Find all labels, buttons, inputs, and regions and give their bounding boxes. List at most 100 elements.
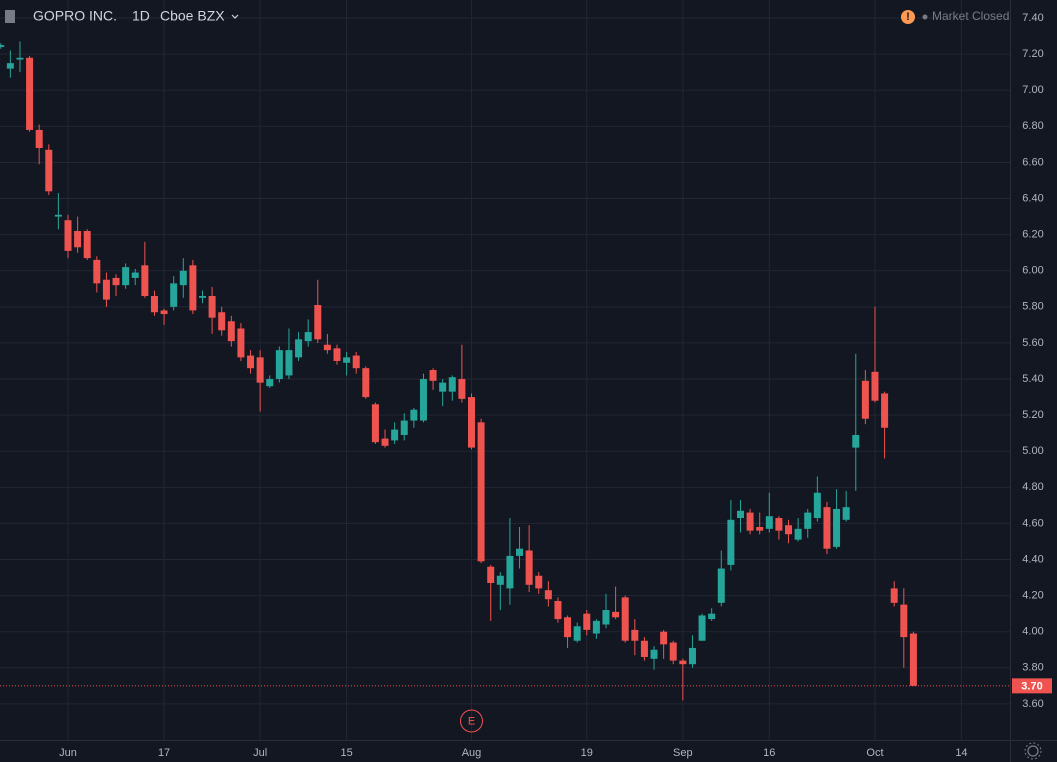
status-icon[interactable] [901, 10, 915, 24]
candle-body [669, 642, 677, 661]
candle-body [756, 527, 764, 531]
y-tick-label: 5.20 [1022, 409, 1043, 421]
y-tick-label: 6.40 [1022, 192, 1043, 204]
x-tick-label: 14 [955, 747, 967, 759]
candle-body [218, 312, 226, 331]
candle-body [746, 512, 754, 531]
candle-body [804, 512, 812, 529]
candle-body [544, 590, 552, 600]
candle-body [160, 310, 168, 315]
candle-body [602, 610, 610, 625]
candle-body [314, 305, 322, 340]
y-tick-label: 6.00 [1022, 265, 1043, 277]
settings-gear-teeth[interactable] [1024, 742, 1042, 760]
candle-body [842, 507, 850, 520]
exchange-chevron[interactable] [231, 14, 239, 19]
interval[interactable]: 1D [132, 8, 150, 24]
candle-body [352, 355, 360, 369]
candle-body [592, 620, 600, 634]
y-tick-label: 6.20 [1022, 229, 1043, 241]
candle-body [583, 613, 591, 630]
y-tick-label: 7.40 [1022, 12, 1043, 24]
symbol-title[interactable]: GOPRO INC. [33, 8, 117, 24]
candle-body [477, 422, 485, 562]
candle-body [227, 321, 235, 342]
candle-body [295, 339, 303, 358]
candle-body [612, 611, 620, 618]
y-tick-label: 3.60 [1022, 698, 1043, 710]
candle-body [26, 57, 34, 130]
candle-body [35, 129, 43, 148]
candle-body [650, 649, 658, 659]
candle-body [823, 507, 831, 549]
candle-body [93, 259, 101, 284]
candle-body [362, 368, 370, 398]
candle-body [794, 528, 802, 540]
candle-body [564, 617, 572, 638]
y-tick-label: 4.20 [1022, 590, 1043, 602]
candle-body [660, 631, 668, 645]
candle-body [237, 328, 245, 358]
candle-body [698, 615, 706, 641]
candle-body [525, 550, 533, 585]
candle-body [198, 296, 206, 298]
candle-body [112, 277, 120, 286]
candle-body [708, 613, 716, 620]
x-tick-label: 17 [158, 747, 170, 759]
candle-body [535, 575, 543, 589]
candle-body [247, 355, 255, 369]
candle-body [343, 357, 351, 363]
grid [0, 0, 1010, 740]
x-tick-label: 16 [763, 747, 775, 759]
market-status[interactable]: Market Closed [932, 9, 1009, 23]
exchange[interactable]: Cboe BZX [160, 8, 225, 24]
settings-gear[interactable] [1027, 745, 1039, 757]
settings-icon[interactable] [1024, 742, 1042, 760]
y-tick-label: 5.40 [1022, 373, 1043, 385]
y-tick-label: 5.60 [1022, 337, 1043, 349]
earnings-marker[interactable]: E [459, 709, 483, 733]
y-tick-label: 4.40 [1022, 553, 1043, 565]
candles [0, 41, 917, 701]
candle-body [717, 568, 725, 603]
y-tick-label: 7.20 [1022, 48, 1043, 60]
candle-body [410, 409, 418, 421]
symbol-icon [5, 10, 15, 23]
earnings-label: E [468, 715, 475, 727]
candle-body [631, 629, 639, 641]
candle-body [439, 382, 447, 392]
candle-body [496, 575, 504, 585]
candle-body [554, 601, 562, 620]
candle-body [909, 633, 917, 686]
candle-body [487, 566, 495, 583]
candle-body [573, 626, 581, 641]
y-tick-label: 5.00 [1022, 445, 1043, 457]
y-tick-label: 4.80 [1022, 481, 1043, 493]
candle-body [381, 438, 389, 446]
candle-body [83, 231, 91, 259]
candle-body [458, 379, 466, 399]
candle-body [0, 45, 5, 47]
candle-body [304, 332, 312, 342]
candle-body [448, 377, 456, 392]
candle-body [208, 296, 216, 318]
candle-body [688, 647, 696, 665]
candle-body [900, 604, 908, 638]
candle-body [467, 397, 475, 448]
candle-body [736, 510, 744, 518]
candle-body [189, 265, 197, 311]
last-price-label: 3.70 [1021, 680, 1042, 692]
candle-body [419, 379, 427, 421]
candle-body [64, 220, 72, 251]
candle-body [775, 518, 783, 531]
y-tick-label: 4.60 [1022, 517, 1043, 529]
candle-body [179, 270, 187, 286]
last-price-box [1012, 678, 1052, 694]
candle-body [852, 434, 860, 448]
candle-body [813, 492, 821, 518]
candle-body [765, 516, 773, 529]
candle-body [141, 265, 149, 296]
x-tick-label: Aug [462, 747, 482, 759]
